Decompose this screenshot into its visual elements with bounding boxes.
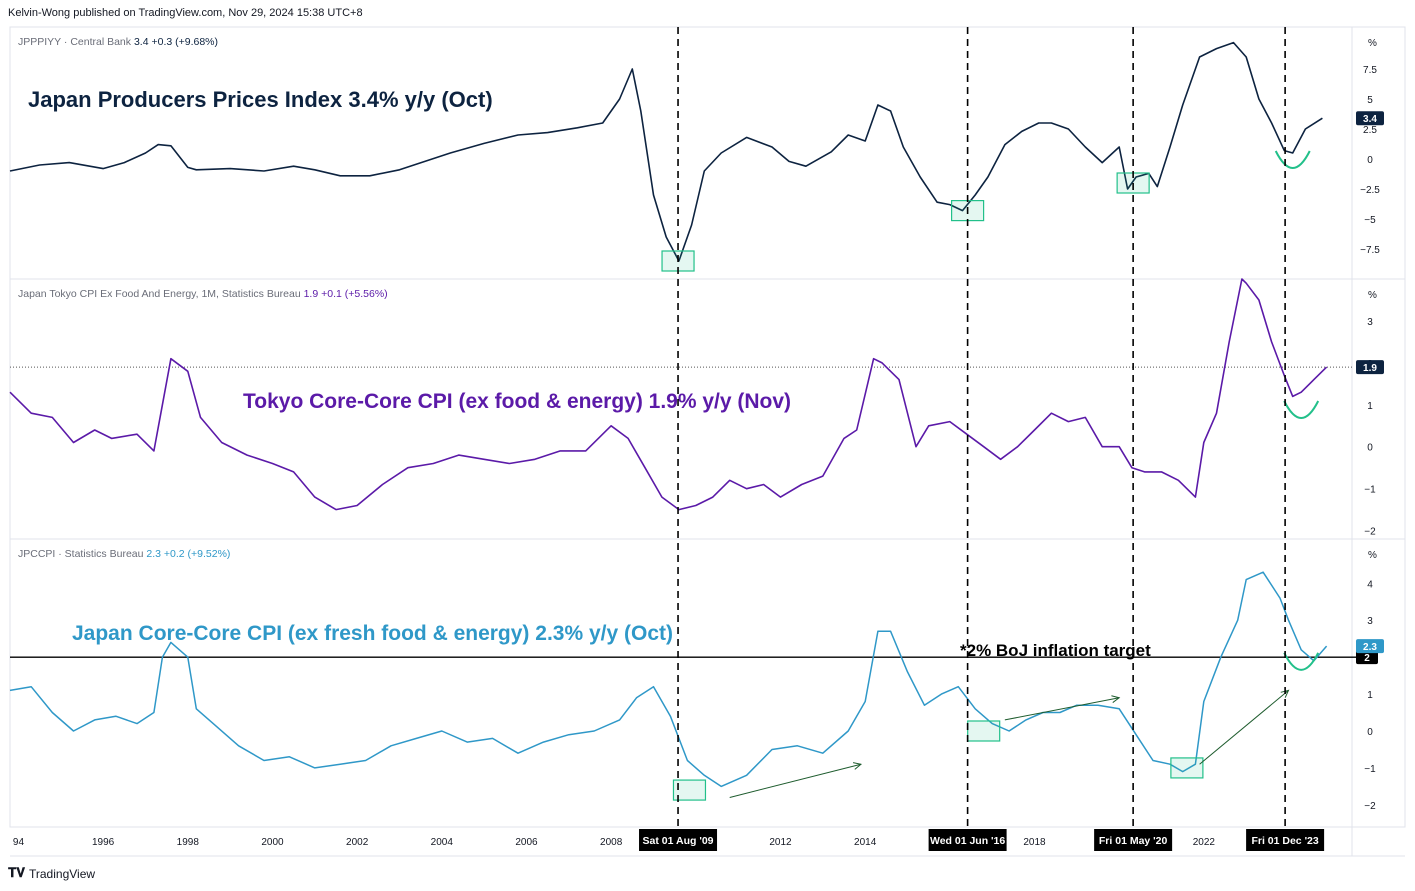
trend-arrow-head [852,762,863,770]
legend-symbol: JPPPIYY · Central Bank 3.4 +0.3 (+9.68%) [18,36,218,48]
panel-title: Japan Core-Core CPI (ex fresh food & ene… [72,622,673,645]
footer-brand-label: TradingView [29,866,96,881]
legend-value: 1.9 [304,288,322,300]
y-axis-unit-label: % [1368,550,1377,561]
target-value-badge: 2 [1356,650,1378,665]
last-value-badge-bg [1356,639,1384,654]
last-value-badge: 2.3 [1356,639,1384,654]
chart-panel-1[interactable]: % 7.5 5 2.5 0 −2.5 −5 −7.5 JPPPIYY · Central Ban… [9,36,1384,272]
x-marker-badge: Wed 01 Jun '16 [928,829,1007,851]
time-axis[interactable]: 94 1996 1998 2000 2002 2004 2006 2008 2012 2014 20… [13,829,1325,851]
series-line[interactable] [9,571,1328,788]
highlight-box [967,720,1001,742]
y-tick-label: 0 [1367,443,1373,454]
publisher-line: Kelvin-Wong published on TradingView.com… [8,7,363,19]
x-tick-label: 1998 [177,837,200,848]
y-tick-label: −1 [1364,485,1376,496]
x-marker-badge-text: Sat 01 Aug '09 [643,835,714,847]
x-tick-label: 2018 [1023,837,1046,848]
x-marker-badge-bg [928,829,1007,851]
x-marker-badge-text: Fri 01 Dec '23 [1251,835,1318,847]
y-tick-label: 1 [1367,401,1373,412]
x-marker-badge-text: Wed 01 Jun '16 [930,835,1005,847]
x-tick-label: 2008 [600,837,623,848]
y-tick-label: −7.5 [1360,245,1380,256]
bottoming-arc [1283,400,1320,419]
y-axis-unit-label: % [1368,38,1377,49]
highlight-box [1170,757,1204,779]
y-tick-label: 7.5 [1363,65,1377,76]
legend-change: +0.2 (+9.52%) [164,548,231,560]
bottoming-arc [1274,150,1311,169]
x-tick-label: 1996 [92,837,115,848]
last-value-badge-text: 2.3 [1363,642,1377,653]
last-value-badge-bg [1356,111,1384,126]
y-tick-label: 4 [1367,579,1373,590]
last-value-badge-bg [1356,360,1384,375]
x-tick-label: 2014 [854,837,877,848]
chart-frame [9,26,1406,828]
x-marker-badge: Fri 01 May '20 [1094,829,1173,851]
y-tick-label: 5 [1367,95,1373,106]
footer-brand[interactable]: 𝐓𝐕 TradingView [8,866,95,881]
y-tick-label: −2 [1364,801,1376,812]
y-tick-label: −5 [1364,215,1376,226]
trend-arrow-head [1280,689,1290,698]
y-tick-label: 3 [1367,616,1373,627]
y-tick-label: −2.5 [1360,185,1380,196]
legend-value: 2.3 [146,548,164,560]
chart-panel-3[interactable]: % 4 3 2 1 0 −1 −2 JPCCPI · Statistics Bureau 2.3… [9,538,1405,812]
legend-value: 3.4 [134,36,152,48]
target-badge-bg [1356,650,1378,665]
highlight-box [672,779,707,801]
x-marker-badge-bg [1246,829,1325,851]
y-tick-label: 0 [1367,155,1373,166]
x-marker-badge-text: Fri 01 May '20 [1099,835,1168,847]
tradingview-logo-icon: 𝐓𝐕 [8,866,25,881]
boj-target-label: *2% BoJ inflation target [960,641,1151,660]
y-tick-label: 2.5 [1363,125,1377,136]
last-value-badge-text: 1.9 [1363,363,1377,374]
legend-change: +0.3 (+9.68%) [151,36,218,48]
series-line[interactable] [9,278,1328,511]
x-tick-label: 94 [13,837,25,848]
panel-title: Tokyo Core-Core CPI (ex food & energy) 1… [243,390,791,413]
x-tick-label: 2022 [1193,837,1216,848]
trend-arrow-head [1111,695,1121,703]
x-marker-badge-bg [1094,829,1173,851]
x-tick-label: 2002 [346,837,369,848]
series-line[interactable] [9,41,1323,262]
trend-arrow-line [729,763,862,798]
y-tick-label: −1 [1364,764,1376,775]
x-marker-badge-bg [639,829,718,851]
x-marker-badge: Sat 01 Aug '09 [639,829,718,851]
target-badge-text: 2 [1364,653,1370,664]
x-tick-label: 2012 [769,837,792,848]
legend-symbol: JPCCPI · Statistics Bureau 2.3 +0.2 (+9.… [18,548,230,560]
y-tick-label: 0 [1367,727,1373,738]
bottoming-arc [1283,652,1320,671]
legend-symbol: Japan Tokyo CPI Ex Food And Energy, 1M, … [18,288,388,300]
x-marker-badge: Fri 01 Dec '23 [1246,829,1325,851]
legend-change: +0.1 (+5.56%) [321,288,388,300]
trend-arrow-line [1199,690,1289,765]
x-tick-label: 2004 [431,837,454,848]
y-axis-unit-label: % [1368,290,1377,301]
y-tick-label: 3 [1367,317,1373,328]
panel-title: Japan Producers Prices Index 3.4% y/y (O… [28,87,493,112]
x-tick-label: 2000 [261,837,284,848]
last-value-badge-text: 3.4 [1363,114,1377,125]
y-tick-label: −2 [1364,527,1376,538]
last-value-badge: 1.9 [1356,360,1384,375]
trend-arrow-line [1004,697,1120,721]
y-tick-label: 1 [1367,690,1373,701]
last-value-badge: 3.4 [1356,111,1384,126]
x-tick-label: 2006 [515,837,538,848]
